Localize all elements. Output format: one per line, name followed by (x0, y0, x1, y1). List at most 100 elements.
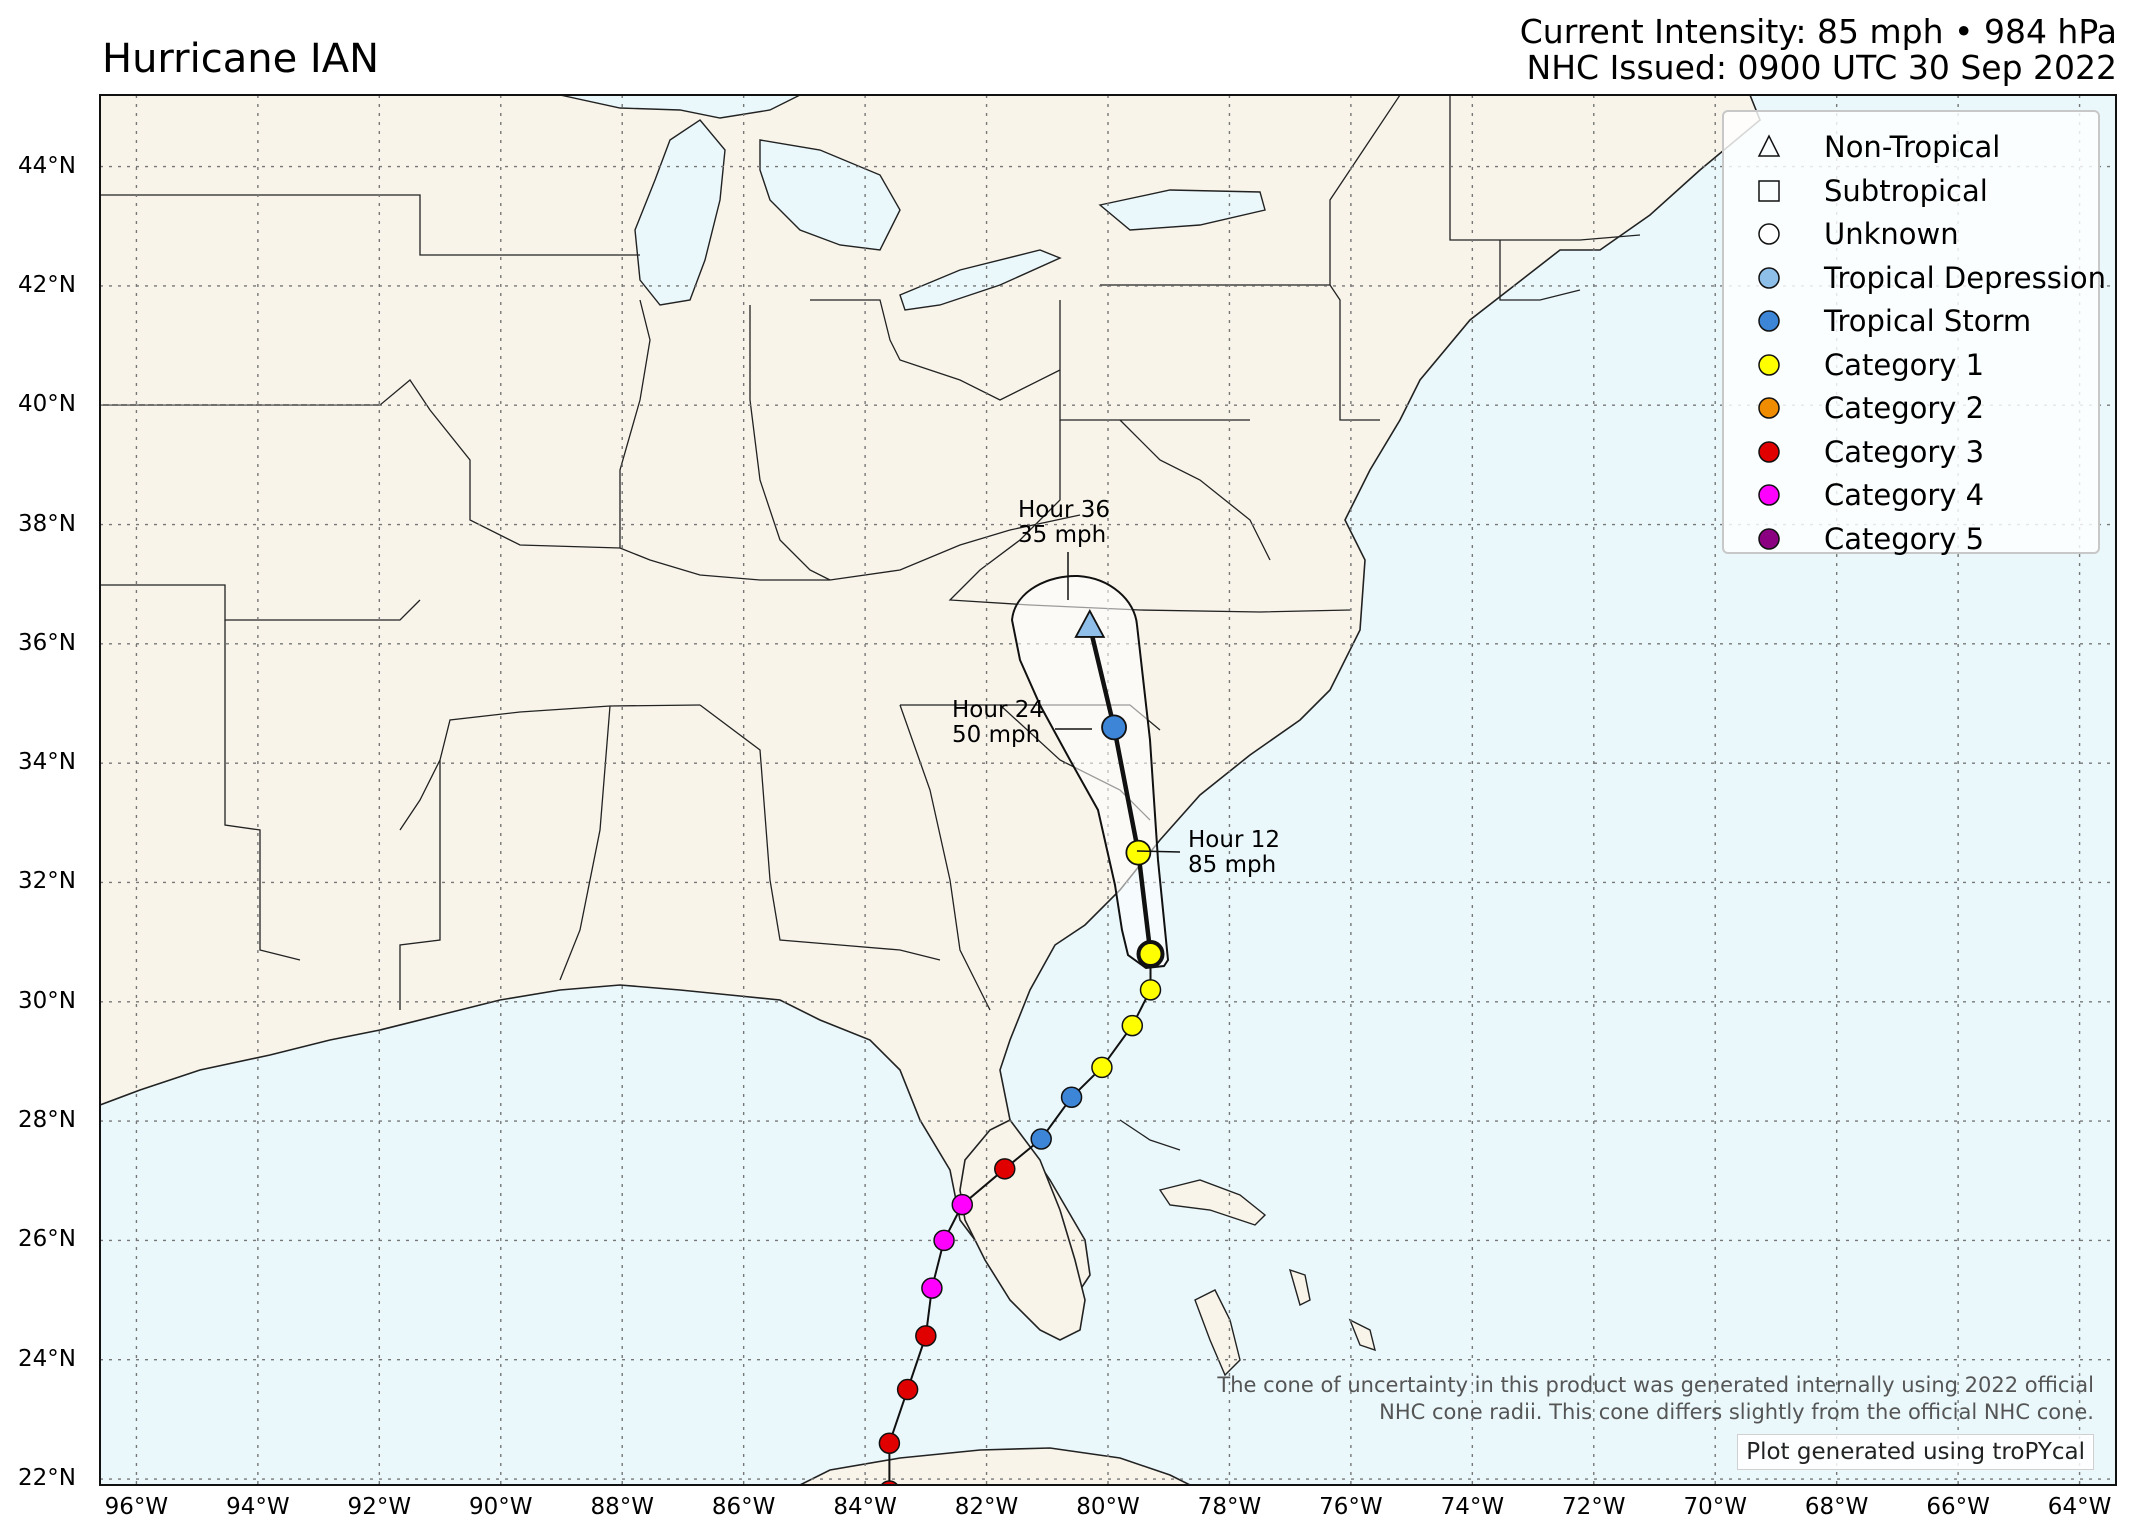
forecast-leaders (1055, 552, 1181, 853)
circle-icon (1758, 527, 1780, 550)
legend-label: Tropical Depression (1824, 260, 2107, 295)
track-point (1091, 1056, 1113, 1079)
forecast-point (1074, 609, 1106, 638)
lat-tick-label: 32°N (18, 868, 76, 895)
square-icon (1758, 179, 1780, 202)
legend-item: Tropical Storm (1724, 300, 2098, 340)
lon-tick-label: 78°W (1197, 1494, 1262, 1520)
track-point (878, 1432, 901, 1454)
lat-tick-label: 26°N (18, 1226, 76, 1253)
lon-tick-label: 70°W (1683, 1494, 1747, 1520)
triangle-icon (1757, 134, 1781, 157)
lon-tick-label: 64°W (2047, 1494, 2112, 1520)
forecast-point (1101, 714, 1127, 741)
cone-note-line-2: NHC cone radii. This cone differs slight… (1379, 1400, 2094, 1424)
cone-of-uncertainty (1010, 574, 1170, 970)
forecast-label-hour-24: Hour 24 50 mph (952, 698, 1044, 748)
lon-tick-label: 96°W (104, 1494, 169, 1520)
lon-tick-label: 72°W (1562, 1494, 1626, 1520)
lake-erie (899, 249, 1062, 311)
lat-tick-label: 24°N (18, 1345, 76, 1372)
lat-tick-label: 34°N (18, 749, 76, 776)
forecast-wind: 35 mph (1018, 522, 1107, 548)
track-point (921, 1277, 943, 1299)
circle-icon (1758, 397, 1780, 419)
legend-item: Category 3 (1724, 431, 2098, 471)
legend-label: Non-Tropical (1824, 130, 2001, 164)
legend-label: Category 1 (1824, 347, 1985, 382)
legend-item: Tropical Depression (1724, 257, 2106, 297)
plot-credit: Plot generated using troPYcal (1737, 1434, 2094, 1470)
track-point (1139, 979, 1162, 1001)
lat-tick-label: 42°N (18, 271, 76, 298)
lon-tick-label: 90°W (469, 1494, 533, 1520)
lat-tick-label: 36°N (18, 629, 76, 656)
map-frame (99, 94, 2117, 1486)
legend-item: Non-Tropical (1724, 126, 2098, 166)
forecast-wind: 85 mph (1188, 852, 1277, 878)
lake-superior (559, 95, 801, 119)
lon-tick-label: 94°W (226, 1494, 290, 1520)
circle-icon (1758, 484, 1780, 506)
lon-tick-label: 88°W (590, 1494, 654, 1520)
nhc-issued: NHC Issued: 0900 UTC 30 Sep 2022 (1526, 48, 2117, 87)
lon-tick-label: 84°W (833, 1494, 897, 1520)
storm-track (878, 609, 1165, 1485)
circle-icon (1758, 266, 1780, 289)
lon-tick-label: 66°W (1926, 1494, 1990, 1520)
legend-item: Category 4 (1724, 474, 2098, 514)
lon-tick-label: 74°W (1440, 1494, 1505, 1520)
forecast-wind: 50 mph (952, 722, 1041, 748)
track-point (1030, 1128, 1052, 1150)
legend-label: Subtropical (1824, 173, 1988, 208)
track-point (896, 1378, 919, 1401)
track-point (1121, 1014, 1144, 1037)
lat-tick-label: 28°N (18, 1107, 76, 1134)
lon-tick-label: 76°W (1319, 1494, 1383, 1520)
lake-ontario (1098, 189, 1266, 231)
forecast-track-line (1087, 625, 1153, 955)
forecast-hour: Hour 12 (1188, 827, 1280, 853)
lat-tick-label: 40°N (18, 391, 76, 418)
circle-icon (1758, 440, 1780, 463)
forecast-hour: Hour 36 (1018, 497, 1110, 523)
forecast-label-hour-36: Hour 36 35 mph (1018, 498, 1110, 548)
track-point (1060, 1086, 1083, 1108)
lat-tick-label: 38°N (18, 510, 76, 537)
circle-icon (1758, 353, 1780, 376)
track-point (880, 1480, 899, 1485)
legend-item: Subtropical (1724, 170, 2098, 210)
legend-label: Category 5 (1824, 521, 1985, 556)
current-position (1136, 940, 1165, 969)
current-intensity: Current Intensity: 85 mph • 984 hPa (1519, 12, 2117, 51)
legend-item: Category 5 (1724, 518, 2098, 558)
legend-label: Tropical Storm (1824, 304, 2032, 338)
lon-tick-label: 92°W (347, 1494, 412, 1520)
lon-tick-label: 68°W (1804, 1494, 1869, 1520)
cone-note: The cone of uncertainty in this product … (1217, 1372, 2094, 1426)
legend-label: Category 4 (1824, 478, 1985, 512)
lon-tick-label: 82°W (954, 1494, 1019, 1520)
legend-item: Category 2 (1724, 387, 2098, 427)
land-bahamas (1158, 1179, 1376, 1377)
track-point (994, 1158, 1016, 1180)
legend-label: Category 2 (1824, 391, 1985, 425)
circle-icon (1758, 223, 1780, 245)
legend-item: Category 1 (1724, 344, 2098, 384)
legend: Non-Tropical Subtropical Unknown Tropical D… (1722, 110, 2106, 556)
forecast-hour: Hour 24 (952, 697, 1044, 723)
land-cuba (799, 1447, 1191, 1485)
land-florida (959, 1118, 1086, 1341)
land-north-america (100, 95, 1761, 1311)
lat-tick-label: 22°N (18, 1465, 76, 1492)
lon-tick-label: 80°W (1076, 1494, 1140, 1520)
forecast-label-hour-12: Hour 12 85 mph (1188, 828, 1280, 878)
graticule (100, 95, 2116, 1485)
track-point (915, 1325, 937, 1347)
cone-note-line-1: The cone of uncertainty in this product … (1217, 1373, 2094, 1397)
legend-label: Category 3 (1824, 434, 1985, 469)
circle-icon (1758, 310, 1780, 332)
legend-label: Unknown (1824, 217, 1959, 251)
lon-tick-label: 86°W (711, 1494, 776, 1520)
lat-tick-label: 44°N (18, 152, 76, 179)
